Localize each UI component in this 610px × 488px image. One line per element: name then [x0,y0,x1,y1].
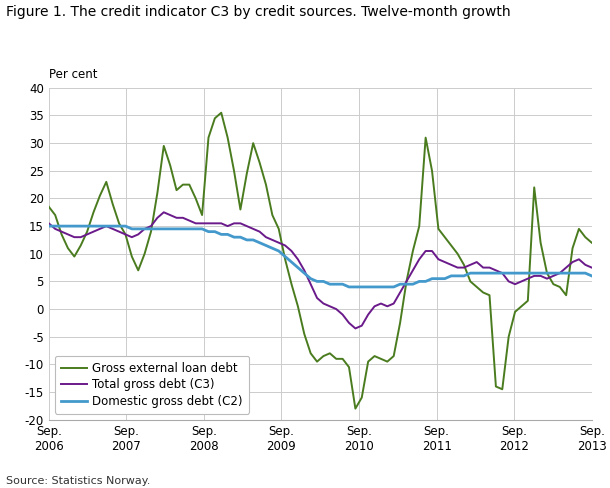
Total gross debt (C3) [160,209,167,215]
Gross external loan debt [518,304,525,309]
Total gross debt (C3) [588,264,595,270]
Legend: Gross external loan debt, Total gross debt (C3), Domestic gross debt (C2): Gross external loan debt, Total gross de… [55,356,249,414]
Total gross debt (C3) [473,259,481,265]
Domestic gross debt (C2) [307,276,314,282]
Domestic gross debt (C2) [71,223,78,229]
Gross external loan debt [218,110,225,116]
Domestic gross debt (C2) [467,270,474,276]
Line: Gross external loan debt: Gross external loan debt [49,113,592,408]
Domestic gross debt (C2) [45,223,52,229]
Domestic gross debt (C2) [102,223,110,229]
Text: Source: Statistics Norway.: Source: Statistics Norway. [6,476,151,486]
Total gross debt (C3) [45,221,52,226]
Gross external loan debt [473,284,481,290]
Line: Total gross debt (C3): Total gross debt (C3) [49,212,592,328]
Line: Domestic gross debt (C2): Domestic gross debt (C2) [49,226,592,287]
Total gross debt (C3) [102,223,110,229]
Total gross debt (C3) [352,325,359,331]
Gross external loan debt [102,179,110,185]
Text: Per cent: Per cent [49,67,98,81]
Domestic gross debt (C2) [588,273,595,279]
Gross external loan debt [314,359,321,365]
Total gross debt (C3) [314,295,321,301]
Total gross debt (C3) [71,234,78,240]
Domestic gross debt (C2) [58,223,65,229]
Gross external loan debt [58,231,65,237]
Total gross debt (C3) [518,279,525,285]
Domestic gross debt (C2) [511,270,518,276]
Text: Figure 1. The credit indicator C3 by credit sources. Twelve-month growth: Figure 1. The credit indicator C3 by cre… [6,5,511,19]
Gross external loan debt [352,406,359,411]
Gross external loan debt [45,204,52,210]
Total gross debt (C3) [58,229,65,235]
Gross external loan debt [588,240,595,245]
Gross external loan debt [71,254,78,260]
Domestic gross debt (C2) [345,284,353,290]
